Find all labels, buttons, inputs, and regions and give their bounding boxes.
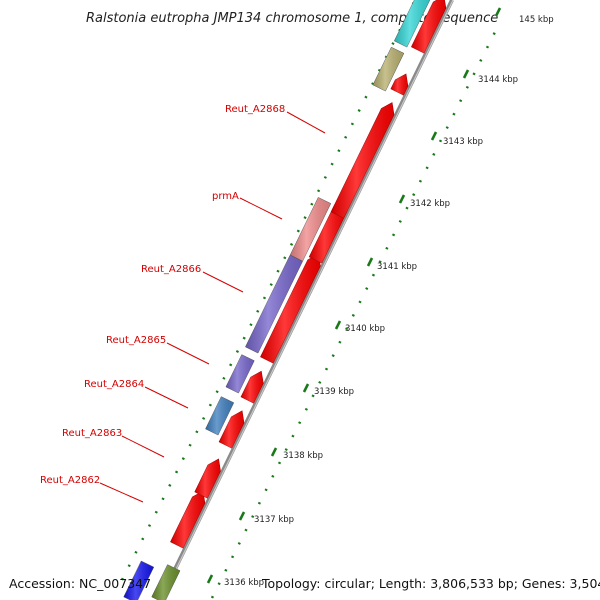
gene-labels: Reut_A2868 prmA Reut_A2866 Reut_A2865 Re… bbox=[40, 104, 326, 503]
scale-label: 3138 kbp bbox=[283, 451, 323, 461]
forward-gene-shade bbox=[390, 74, 408, 96]
feature-shade bbox=[205, 396, 234, 436]
scale-label: 3144 kbp bbox=[478, 75, 518, 85]
scale-tick bbox=[302, 383, 310, 393]
scale-label: 3140 kbp bbox=[345, 324, 385, 334]
leader-line bbox=[239, 197, 283, 220]
scale-label: 3137 kbp bbox=[254, 515, 294, 525]
forward-genes bbox=[170, 0, 447, 549]
feature-shade bbox=[225, 354, 255, 394]
forward-gene-shade bbox=[331, 102, 394, 219]
annotation-lane-dots bbox=[120, 0, 417, 581]
scale-dots bbox=[210, 29, 498, 599]
scale-ticks bbox=[206, 7, 502, 584]
scale-tick bbox=[334, 320, 342, 330]
scale-label: 3143 kbp bbox=[443, 137, 483, 147]
scale-tick bbox=[430, 131, 438, 141]
forward-gene-shade bbox=[219, 410, 244, 449]
gene-label-Reut_A2866[interactable]: Reut_A2866 bbox=[141, 264, 201, 275]
feature-shade bbox=[123, 561, 154, 600]
sequence-backbone bbox=[158, 0, 454, 600]
scale-label: 3136 kbp bbox=[224, 578, 264, 588]
map-title: Ralstonia eutropha JMP134 chromosome 1, … bbox=[86, 11, 498, 26]
scale-label: 3142 kbp bbox=[410, 199, 450, 209]
feature-shade bbox=[245, 255, 303, 354]
scale-tick bbox=[494, 7, 502, 17]
leader-line bbox=[202, 271, 244, 293]
feature-shade bbox=[372, 47, 404, 92]
forward-gene-shade bbox=[170, 491, 205, 549]
scale-tick bbox=[270, 447, 278, 457]
forward-gene-shade bbox=[241, 371, 264, 404]
topology-label: Topology: circular; Length: 3,806,533 bp… bbox=[261, 576, 600, 591]
feature-shade bbox=[394, 0, 430, 48]
scale-labels: 3136 kbp 3137 kbp 3138 kbp 3139 kbp 3140… bbox=[224, 15, 554, 588]
scale-label: 3141 kbp bbox=[377, 262, 417, 272]
leader-line bbox=[99, 482, 144, 503]
gene-label-Reut_A2862[interactable]: Reut_A2862 bbox=[40, 475, 100, 486]
forward-gene-shade bbox=[411, 0, 446, 54]
gene-label-prmA[interactable]: prmA bbox=[212, 191, 239, 202]
feature-boxes bbox=[123, 0, 431, 600]
scale-tick bbox=[238, 511, 246, 521]
accession-label: Accession: NC_007347 bbox=[9, 576, 151, 591]
gene-label-Reut_A2865[interactable]: Reut_A2865 bbox=[106, 335, 166, 346]
scale-tick bbox=[366, 257, 374, 267]
gene-label-Reut_A2868[interactable]: Reut_A2868 bbox=[225, 104, 285, 115]
scale-tick bbox=[398, 194, 406, 204]
forward-gene-shade bbox=[260, 253, 321, 364]
leader-line bbox=[121, 435, 165, 458]
sequence-backbone-highlight bbox=[160, 0, 454, 600]
leader-line bbox=[286, 111, 326, 134]
feature-shade bbox=[290, 197, 331, 262]
forward-gene-shade bbox=[194, 459, 221, 499]
gene-label-Reut_A2863[interactable]: Reut_A2863 bbox=[62, 428, 122, 439]
scale-label: 145 kbp bbox=[519, 15, 554, 25]
leader-line bbox=[144, 386, 189, 409]
leader-line bbox=[166, 342, 210, 365]
feature-shade bbox=[151, 564, 180, 600]
scale-tick bbox=[462, 69, 470, 79]
gene-label-Reut_A2864[interactable]: Reut_A2864 bbox=[84, 379, 144, 390]
scale-label: 3139 kbp bbox=[314, 387, 354, 397]
scale-tick bbox=[206, 574, 214, 584]
